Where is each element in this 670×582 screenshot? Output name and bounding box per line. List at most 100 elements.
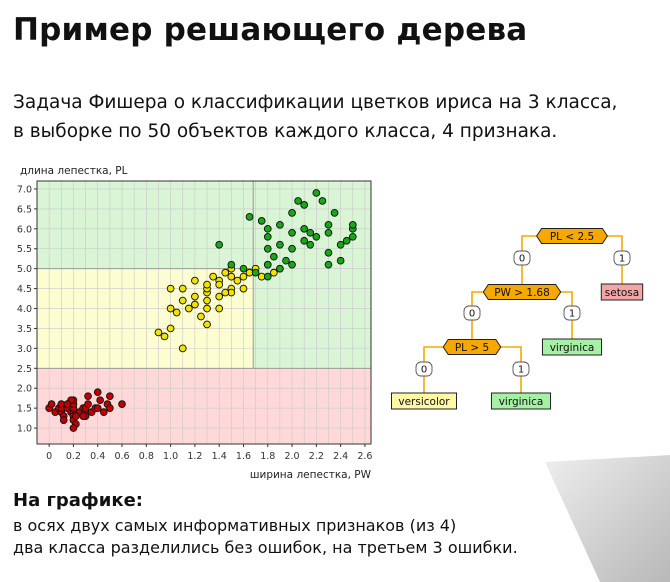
data-point-series-0 [99,408,108,416]
x-tick-label: 2.4 [333,451,348,462]
data-point-series-1 [239,272,248,281]
x-tick-label: 0 [46,451,52,462]
tree-node-root [535,228,609,244]
bottom-line-1: в осях двух самых информативных признако… [13,516,457,535]
data-point-series-1 [191,300,199,309]
data-point-series-1 [191,276,199,285]
data-point-series-2 [348,232,357,241]
data-point-series-0 [93,388,102,397]
data-point-series-2 [257,216,266,225]
data-point-series-1 [221,268,230,277]
y-axis-label: длина лепестка, PL [20,165,128,177]
x-tick-label: 0.6 [114,451,129,462]
data-point-series-1 [197,312,205,321]
data-point-series-0 [93,404,102,412]
data-point-series-2 [263,232,272,241]
subtitle-line-2: в выборке по 50 объектов каждого класса,… [13,121,558,142]
data-point-series-2 [282,256,290,265]
tree-edge-label-box [613,250,631,266]
data-point-series-0 [79,412,88,420]
data-point-series-2 [276,264,284,273]
tree-leaf-virginica_b [490,392,552,410]
tree-edge-label-box [415,361,433,377]
tree-edge-label-box [463,305,481,321]
data-point-series-0 [106,404,114,412]
data-point-series-2 [215,240,224,249]
data-point-series-2 [276,240,284,249]
data-point-series-1 [203,304,211,313]
x-tick-label: 0.4 [90,451,105,462]
plot-frame [36,180,372,445]
data-point-series-2 [348,220,357,229]
y-tick-label: 7.0 [17,184,32,195]
slide-title: Пример решающего дерева [13,12,528,48]
y-tick-label: 5.5 [17,244,32,255]
x-tick-label: 1.2 [187,451,202,462]
data-point-series-1 [227,272,236,281]
data-point-series-1 [184,304,193,313]
y-tick-label: 6.0 [17,224,32,235]
y-tick-label: 3.5 [17,324,32,335]
bottom-text: в осях двух самых информативных признако… [13,515,518,559]
tree-leaf-label: setosa [605,287,639,299]
x-tick-label: 1.8 [260,451,275,462]
data-point-series-1 [239,284,248,293]
x-tick-label: 2.2 [309,451,324,462]
tree-edge-label-box [512,361,530,377]
data-point-series-1 [209,272,217,281]
y-tick-label: 4.5 [17,284,32,295]
data-point-series-2 [288,260,296,269]
tree-leaf-label: virginica [550,342,595,354]
data-point-series-2 [263,224,272,233]
data-point-series-2 [324,248,333,257]
data-point-series-2 [306,228,315,237]
data-point-series-2 [263,272,272,281]
bottom-heading: На графике: [13,490,144,511]
data-point-series-1 [166,324,175,333]
y-tick-label: 1.0 [17,424,32,435]
tree-node-pl [442,339,502,355]
tree-edge-label: 1 [569,309,575,320]
x-tick-label: 2.0 [284,451,299,462]
data-point-series-1 [221,288,230,297]
data-point-series-2 [288,209,296,217]
data-point-series-2 [342,236,351,245]
x-tick-label: 0.8 [139,451,154,462]
x-tick-label: 1.6 [236,451,251,462]
data-point-series-2 [288,244,296,253]
data-point-series-1 [233,276,242,285]
tree-edge-label: 0 [421,365,427,376]
tree-node-label: PL > 5 [455,342,489,354]
data-point-series-2 [324,228,333,237]
data-point-series-2 [312,189,321,197]
data-point-series-2 [245,213,254,221]
y-tick-label: 4.0 [17,304,32,315]
data-point-series-1 [160,332,169,341]
data-point-series-0 [72,412,80,420]
subtitle-line-1: Задача Фишера о классификации цветков ир… [13,92,618,113]
data-point-series-1 [203,296,211,305]
data-point-series-2 [263,244,272,253]
data-point-series-0 [96,396,105,405]
data-point-series-0 [47,400,56,409]
data-point-series-2 [300,201,309,209]
tree-edge-label-box [563,305,581,321]
data-point-series-1 [191,292,199,301]
data-point-series-0 [118,400,126,409]
data-point-series-1 [166,284,175,293]
data-point-series-0 [69,424,78,432]
x-tick-label: 1.4 [212,451,227,462]
tree-leaf-label: virginica [499,396,544,408]
y-tick-label: 1.5 [17,404,32,415]
data-point-series-2 [324,220,333,229]
data-point-series-0 [59,416,68,424]
y-tick-label: 6.5 [17,204,32,215]
data-point-series-1 [203,280,211,289]
data-point-series-2 [324,260,333,269]
x-tick-label: 1.0 [163,451,178,462]
y-tick-label: 3.0 [17,344,32,355]
data-point-series-1 [269,268,278,277]
data-point-series-0 [106,392,114,401]
